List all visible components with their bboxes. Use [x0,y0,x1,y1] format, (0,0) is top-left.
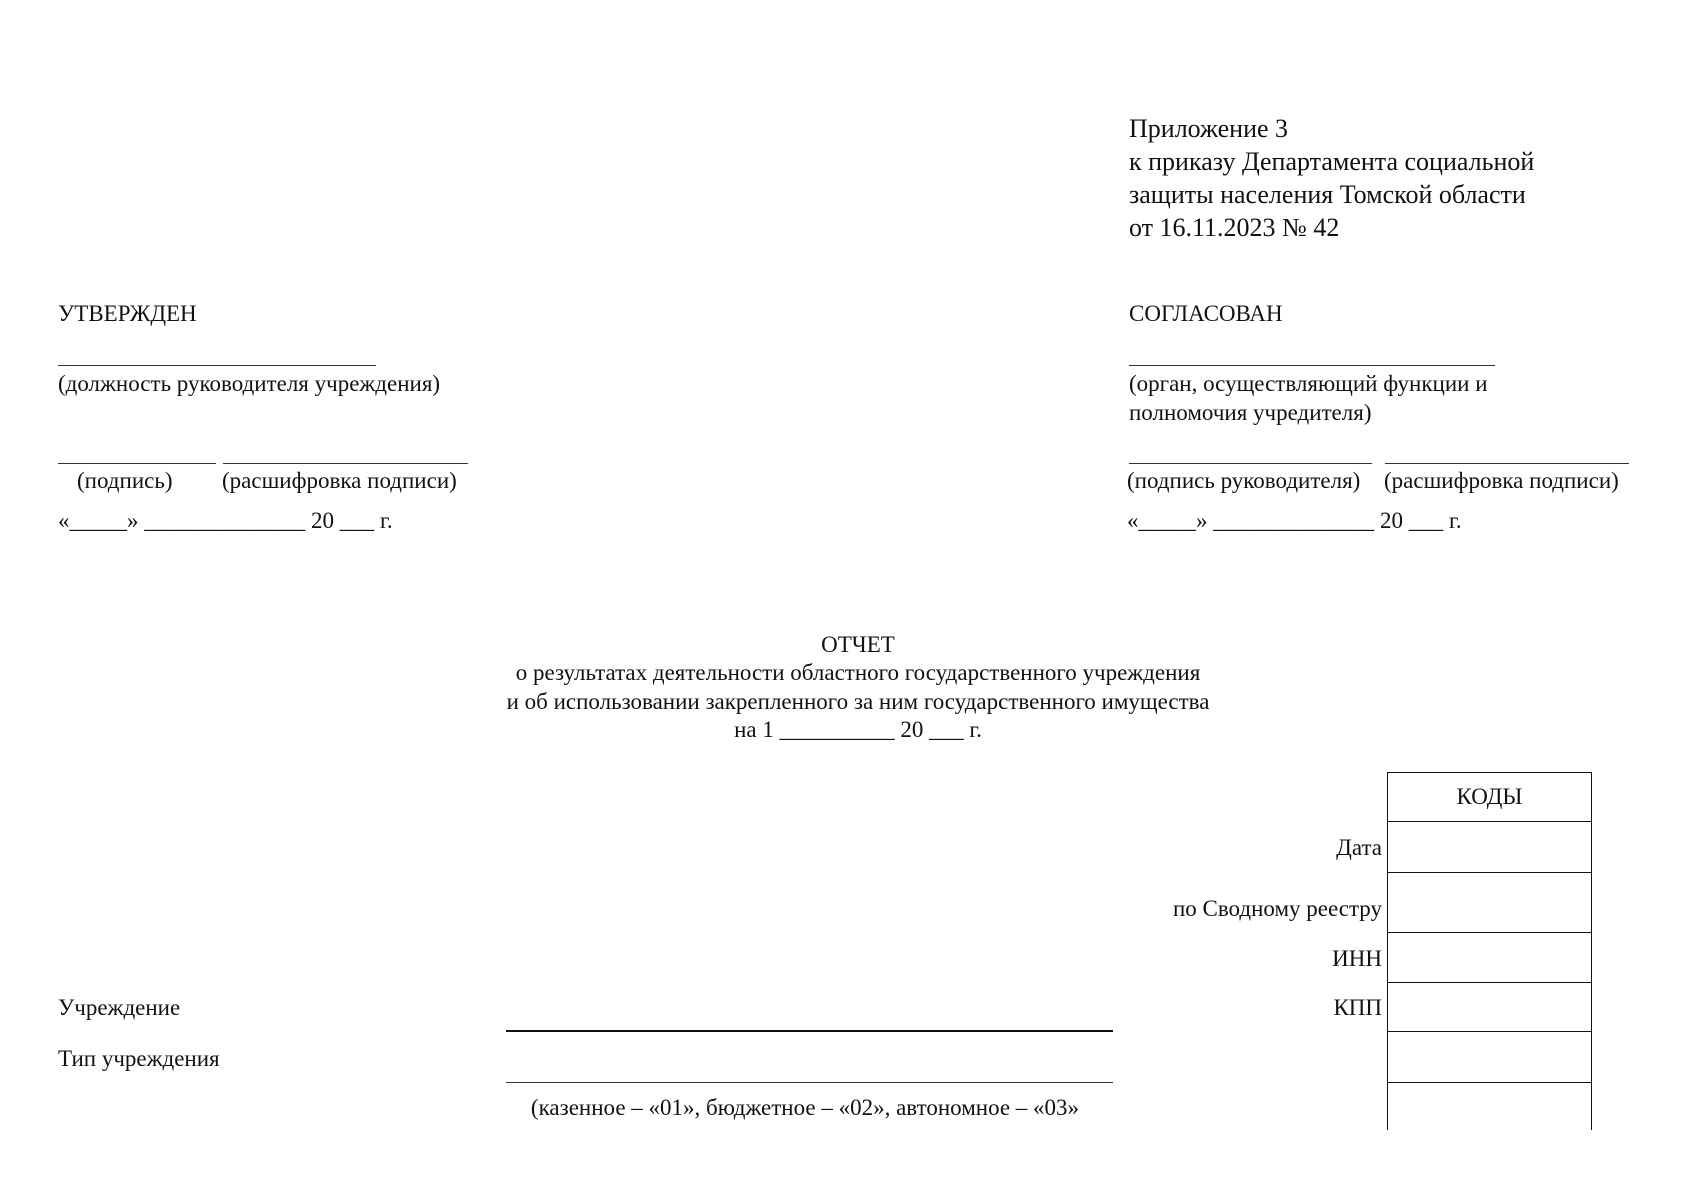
decoding-line[interactable] [1385,463,1629,464]
institution-type-hint: (казенное – «01», бюджетное – «02», авто… [530,1095,1080,1120]
code-cell-type[interactable] [1388,1082,1591,1130]
founder-caption: полномочия учредителя) [1129,400,1372,425]
position-caption: (должность руководителя учреждения) [58,371,441,396]
appendix-line: от 16.11.2023 № 42 [1129,213,1340,242]
appendix-line: защиты населения Томской области [1129,180,1526,209]
codes-header: КОДЫ [1388,772,1591,821]
decoding-line[interactable] [223,463,468,464]
appendix-line: к приказу Департамента социальной [1129,147,1535,176]
agreed-title: СОГЛАСОВАН [1129,301,1283,326]
institution-label: Учреждение [58,995,181,1020]
report-date[interactable]: на 1 __________ 20 ___ г. [734,717,982,742]
position-line[interactable] [58,365,376,366]
report-subtitle: и об использовании закрепленного за ним … [506,689,1210,714]
decoding-caption: (расшифровка подписи) [1384,468,1619,493]
report-title: ОТЧЕТ [821,632,895,657]
code-cell-institution[interactable] [1388,1031,1591,1082]
code-cell-inn[interactable] [1388,932,1591,982]
code-cell-kpp[interactable] [1388,982,1591,1031]
signature-line[interactable] [58,463,216,464]
signature-line[interactable] [1129,463,1372,464]
decoding-caption: (расшифровка подписи) [222,468,457,493]
code-label-inn: ИНН [1332,946,1382,971]
institution-type-label: Тип учреждения [58,1046,220,1071]
code-label-date: Дата [1336,835,1382,860]
institution-type-field-line[interactable] [506,1082,1113,1083]
signature-caption: (подпись) [77,468,173,493]
code-label-kpp: КПП [1333,995,1382,1020]
approved-date-line[interactable]: «_____» ______________ 20 ___ г. [58,508,393,533]
appendix-line: Приложение 3 [1129,114,1289,143]
founder-caption: (орган, осуществляющий функции и [1129,371,1488,396]
code-cell-registry[interactable] [1388,872,1591,932]
report-subtitle: о результатах деятельности областного го… [515,660,1201,685]
codes-table: КОДЫ [1387,772,1592,1130]
agreed-date-line[interactable]: «_____» ______________ 20 ___ г. [1127,508,1462,533]
founder-line[interactable] [1129,365,1495,366]
code-label-registry: по Сводному реестру [1172,896,1382,921]
code-cell-date[interactable] [1388,821,1591,872]
approved-title: УТВЕРЖДЕН [58,301,197,326]
institution-field-line[interactable] [506,1030,1113,1032]
signature-caption: (подпись руководителя) [1127,468,1361,493]
